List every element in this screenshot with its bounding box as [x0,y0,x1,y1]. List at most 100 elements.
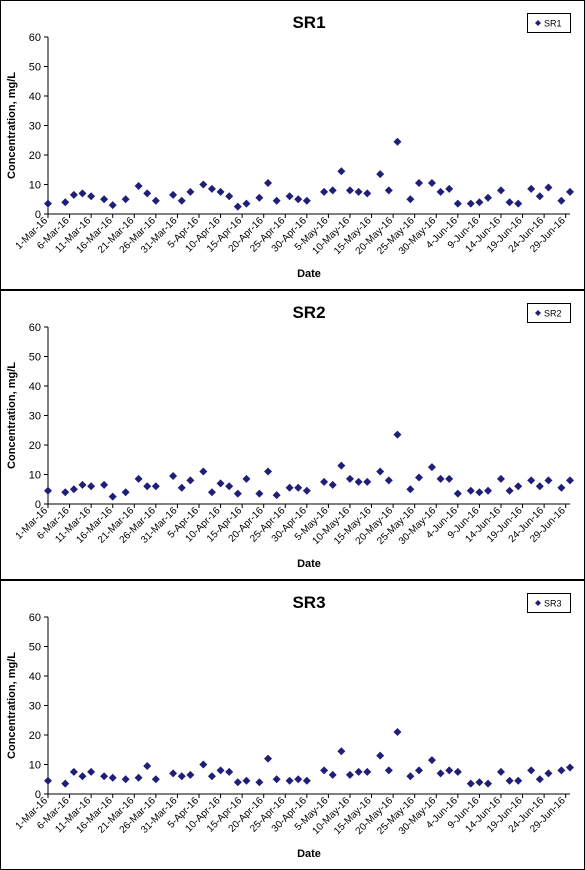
y-tick-label: 0 [35,499,41,511]
legend-marker [535,20,541,26]
y-tick-label: 60 [29,612,41,624]
data-point [363,767,372,776]
data-point [393,728,402,737]
data-point [61,198,70,207]
y-axis-title: Concentration, mg/L [6,72,18,179]
data-point [453,767,462,776]
data-point [264,179,273,188]
data-point [320,187,329,196]
data-point [527,476,536,485]
data-point [100,772,109,781]
data-point [225,192,234,201]
data-point [44,199,52,208]
data-point [207,184,216,193]
data-point [100,195,109,204]
data-point [484,486,493,495]
data-point [69,485,78,494]
data-point [475,778,484,787]
y-tick-label: 0 [35,789,41,801]
data-point [264,467,273,476]
data-point [177,483,186,492]
data-point [505,486,514,495]
data-point [345,186,354,195]
data-point [445,766,454,775]
data-point [514,199,523,208]
data-point [272,491,281,500]
data-point [78,189,87,198]
chart-title: SR1 [292,13,325,32]
data-point [363,477,372,486]
data-point [44,776,52,785]
data-point [87,482,96,491]
data-point [354,767,363,776]
data-point [207,772,216,781]
data-point [320,766,329,775]
data-point [199,760,208,769]
data-point [445,184,454,193]
y-tick-label: 40 [29,91,41,103]
legend-label: SR1 [544,19,562,29]
data-point [527,766,536,775]
x-axis-title: Date [297,848,321,860]
data-point [415,766,424,775]
data-point [328,480,337,489]
y-tick-label: 20 [29,150,41,162]
data-point [108,492,117,501]
data-point [427,179,436,188]
data-point [78,772,87,781]
y-tick-label: 30 [29,411,41,423]
data-point [406,772,415,781]
data-point [69,190,78,199]
data-point [496,767,505,776]
panel-border [0,580,585,870]
legend-marker [535,310,541,316]
data-point [143,761,152,770]
data-point [285,776,294,785]
data-point [294,195,303,204]
data-point [242,474,251,483]
y-tick-label: 20 [29,730,41,742]
data-point [272,196,281,205]
data-point [453,489,462,498]
data-point [393,137,402,146]
data-point [151,482,160,491]
data-point [121,195,130,204]
data-point [337,167,346,176]
data-point [272,775,281,784]
data-point [87,192,96,201]
data-point [285,192,294,201]
data-point [376,467,385,476]
data-point [466,486,475,495]
data-point [199,467,208,476]
data-point [255,489,264,498]
data-point [285,483,294,492]
data-point [294,483,303,492]
data-point [453,199,462,208]
data-point [535,482,544,491]
legend: SR1 [527,13,571,33]
data-point [436,474,445,483]
data-point [566,187,574,196]
y-tick-label: 0 [35,209,41,221]
panel-border [0,0,585,290]
data-point [393,430,402,439]
chart-panel-sr1: SR101020304050601-Mar-166-Mar-1611-Mar-1… [0,0,585,290]
data-point [44,486,52,495]
data-point [427,756,436,765]
data-point [535,775,544,784]
data-point [186,187,195,196]
x-axis-title: Date [297,268,321,280]
y-tick-label: 20 [29,440,41,452]
panel-border [0,290,585,580]
data-point [69,767,78,776]
data-point [108,201,117,210]
data-point [354,477,363,486]
chart-title: SR3 [292,593,325,612]
data-point [225,482,234,491]
data-point [406,195,415,204]
y-tick-label: 50 [29,352,41,364]
data-point [134,773,143,782]
y-tick-label: 10 [29,760,41,772]
data-point [186,770,195,779]
data-point [496,186,505,195]
